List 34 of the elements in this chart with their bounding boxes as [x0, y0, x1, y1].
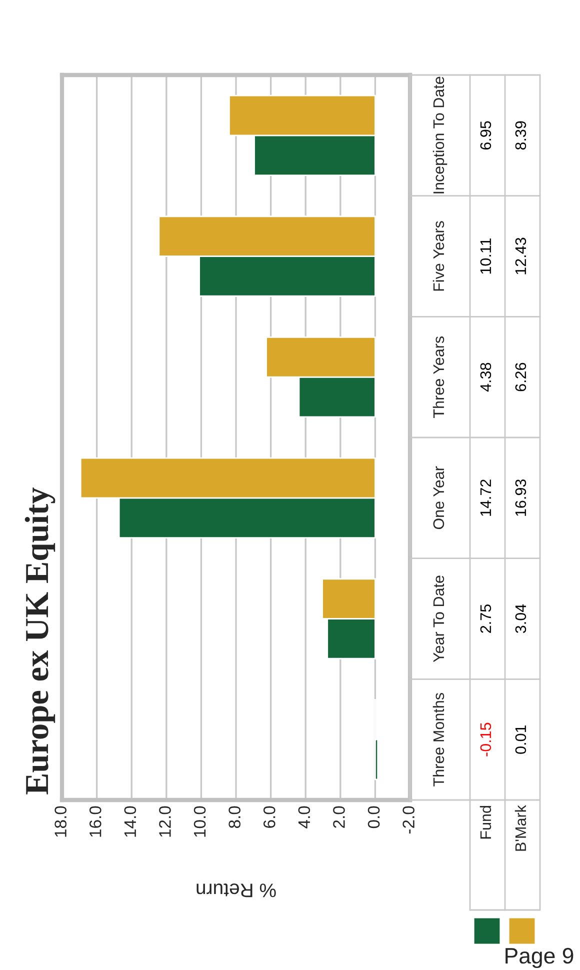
data-label: 16.93 — [515, 479, 526, 516]
data-label: 14.72 — [480, 480, 491, 516]
data-label: 6.95 — [480, 121, 492, 150]
data-label: 2.75 — [480, 604, 492, 633]
x-tick-label: 16.0 — [89, 806, 102, 837]
y-tick-label: Year To Date — [433, 576, 444, 662]
data-label: 12.43 — [515, 238, 526, 274]
text: Page 9 — [506, 948, 574, 968]
text: Fund — [480, 806, 492, 839]
data-label: 3.04 — [515, 604, 526, 634]
x-tick-label: 12.0 — [159, 806, 171, 837]
data-label: -0.15 — [480, 722, 492, 756]
y-tick-label: Five Years — [432, 221, 444, 291]
y-tick-label: One Year — [433, 466, 444, 530]
data-label: 8.39 — [515, 121, 526, 150]
data-label: 10.11 — [480, 238, 492, 274]
x-tick-label: 14.0 — [124, 806, 136, 837]
y-tick-label: Inception To Date — [432, 76, 448, 194]
x-tick-label: 2.0 — [333, 806, 345, 828]
y-tick-label: Three Months — [432, 693, 444, 786]
text: B'Mark — [514, 804, 526, 851]
x-tick-label: 6.0 — [263, 806, 276, 828]
data-label: 6.26 — [515, 362, 526, 392]
x-tick-label: 10.0 — [194, 806, 206, 837]
x-tick-label: 4.0 — [298, 806, 310, 828]
data-label: 0.01 — [515, 725, 526, 754]
x-tick-label: 8.0 — [228, 806, 240, 828]
x-tick-label: 18.0 — [54, 806, 66, 837]
x-axis-title: % Return — [196, 884, 276, 898]
text: Europe ex UK Equity — [24, 488, 56, 794]
x-tick-label: -2.0 — [402, 806, 414, 834]
x-tick-label: 0.0 — [368, 806, 380, 828]
data-label: 4.38 — [480, 362, 492, 392]
y-tick-label: Three Years — [432, 336, 444, 418]
